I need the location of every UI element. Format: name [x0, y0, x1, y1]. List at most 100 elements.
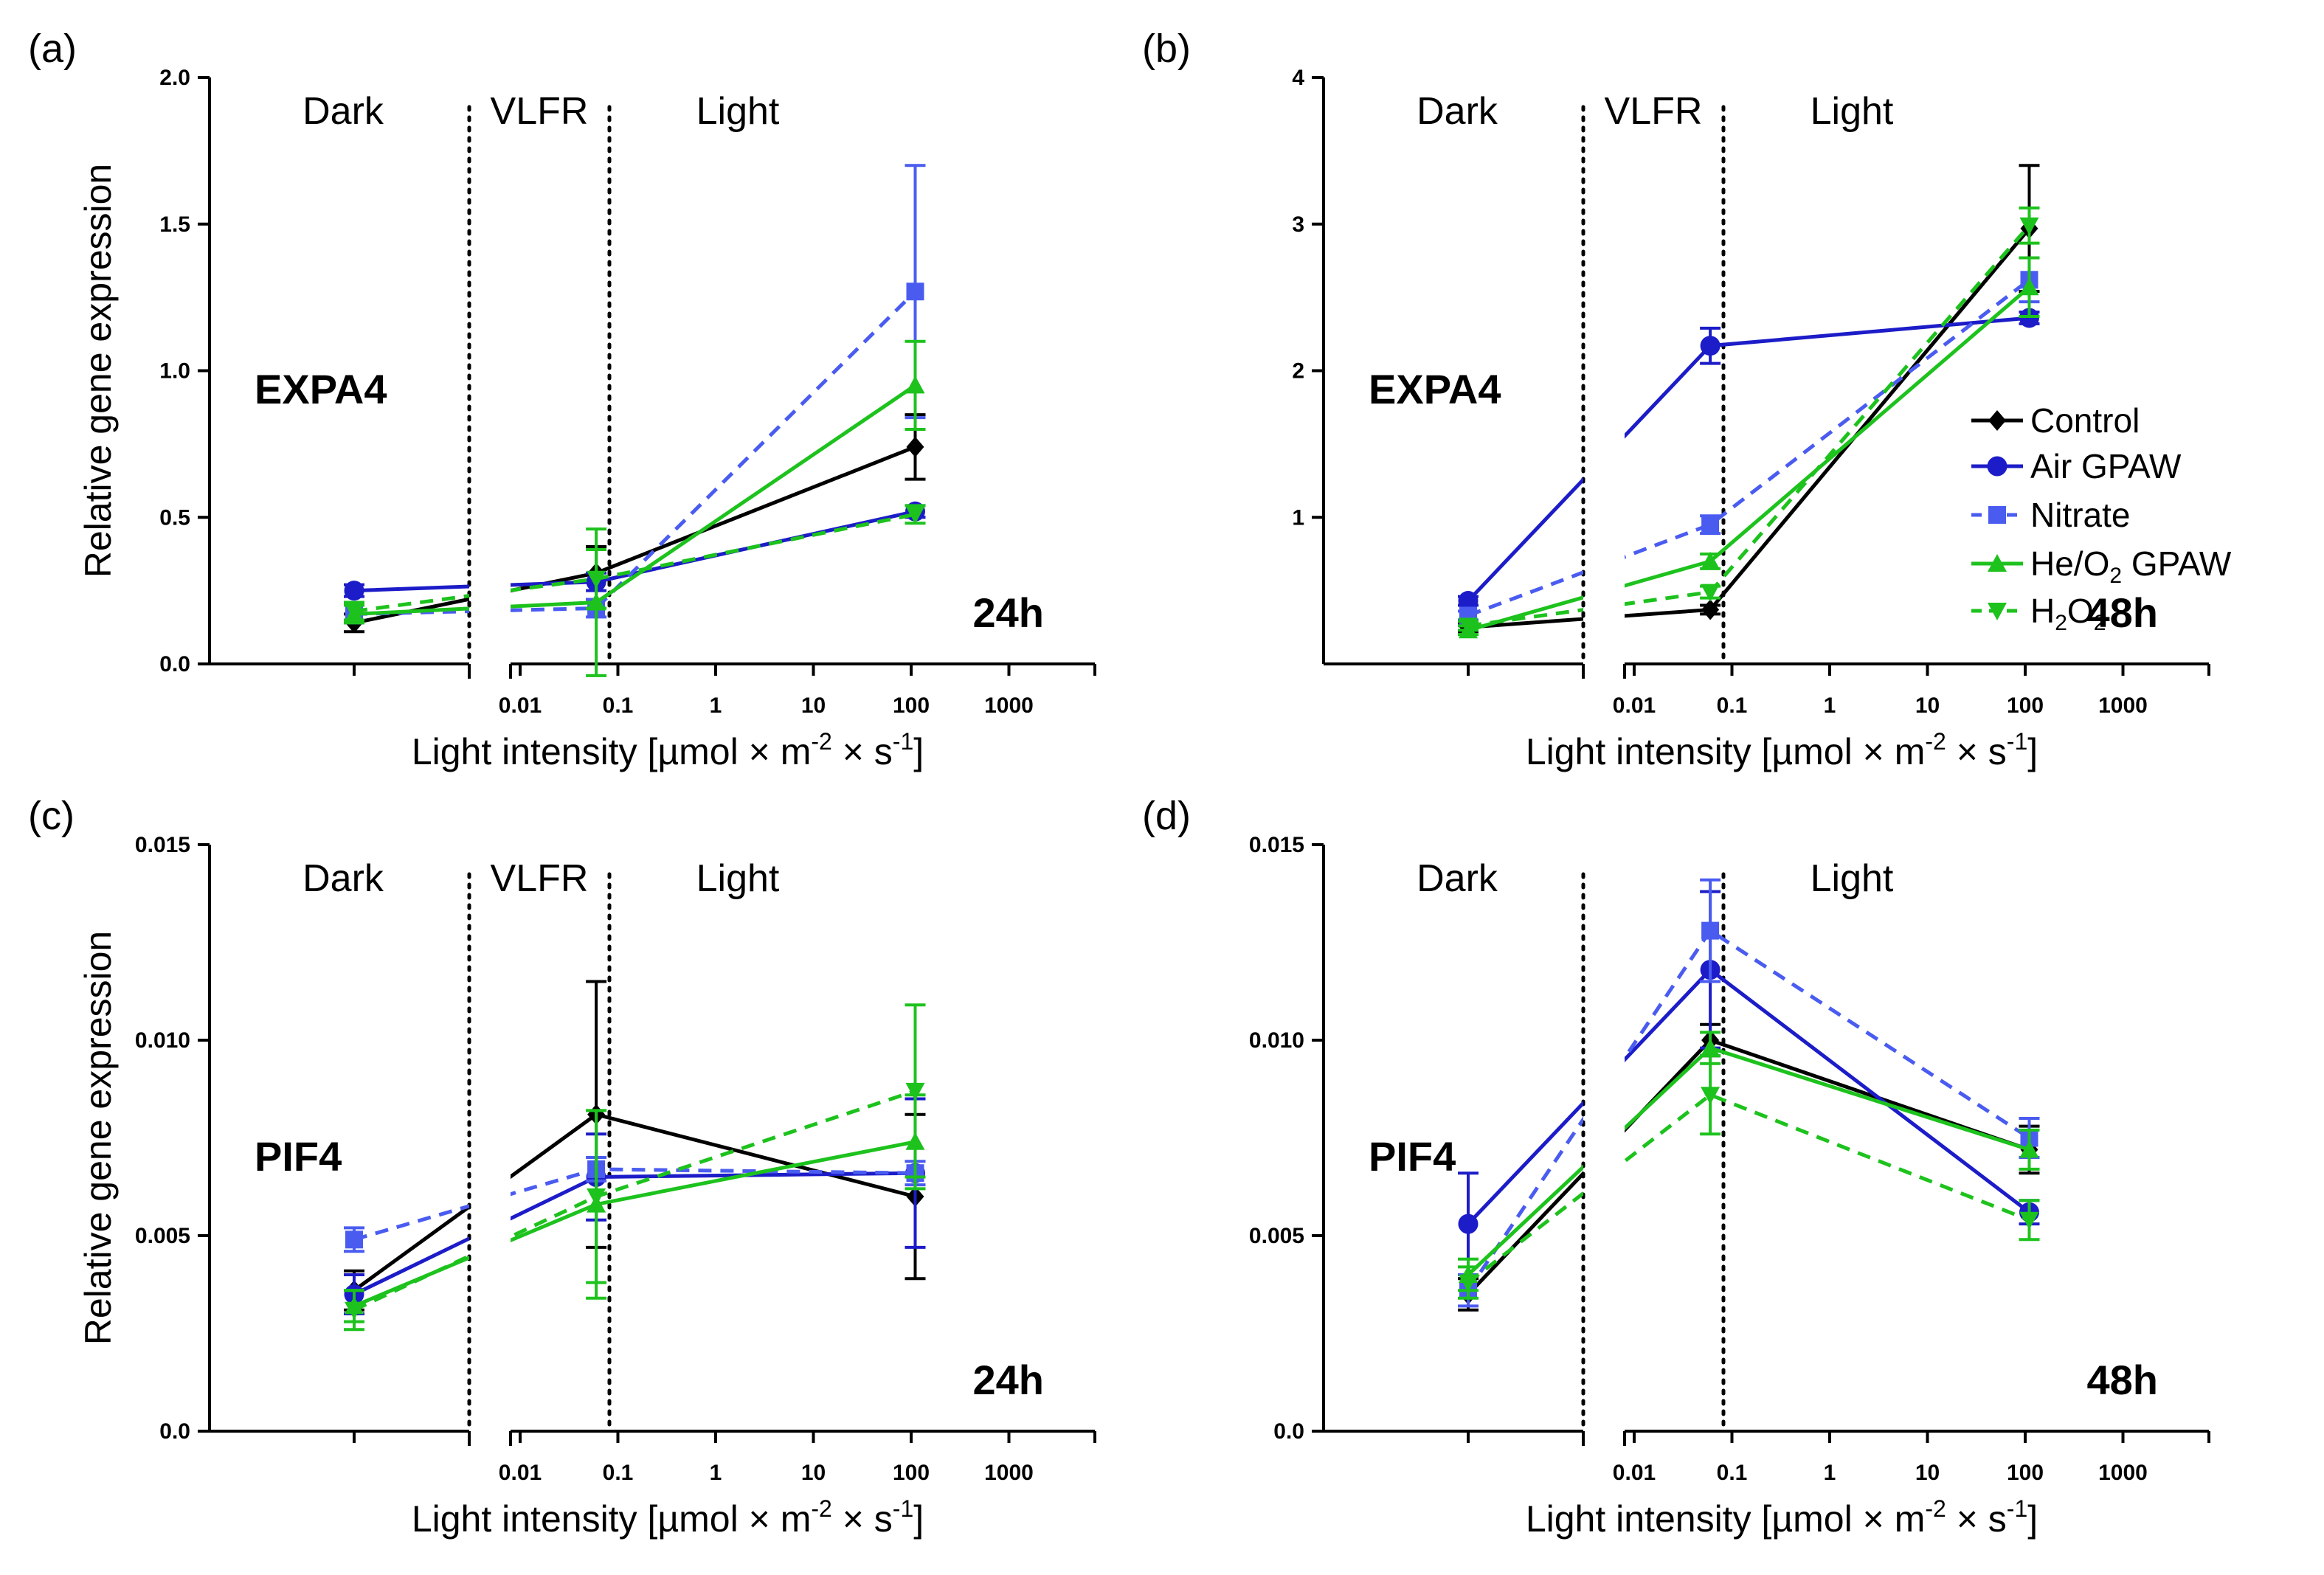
x-tick-label: 100 [2007, 693, 2044, 718]
data-point-air [344, 581, 364, 601]
region-label-vlfr: VLFR [491, 857, 589, 900]
series-h2o2 [1458, 1054, 2040, 1300]
series-line-air [353, 1171, 916, 1296]
series-line-nitrate [1466, 928, 2030, 1292]
series-line-he [353, 1140, 916, 1308]
time-label: 24h [973, 589, 1045, 636]
series-he [344, 339, 926, 677]
data-point-air [1458, 591, 1479, 612]
x-tick-label: 0.01 [1613, 693, 1656, 718]
gene-label: EXPA4 [1369, 366, 1501, 412]
x-label-sup: -1 [2007, 728, 2027, 755]
panel-label: (c) [28, 794, 75, 838]
series-nitrate [1458, 878, 2040, 1308]
legend-text: GPAW [2122, 544, 2232, 583]
series-nitrate [344, 164, 926, 625]
y-axis-label: Relative gene expression [77, 931, 119, 1345]
region-label-dark: Dark [302, 90, 384, 133]
y-tick-label: 2.0 [159, 66, 190, 90]
x-tick-label: 0.01 [499, 693, 542, 718]
data-point-he [2019, 277, 2039, 296]
legend-marker-he [1988, 554, 2007, 572]
x-axis-label: Light intensity [µmol × m-2 × s-1] [412, 728, 924, 772]
legend-label-control: Control [2030, 401, 2140, 440]
data-point-nitrate [1701, 921, 1720, 940]
legend-subscript: 2 [2055, 611, 2067, 635]
series-line-he [353, 384, 916, 616]
legend-marker-nitrate [1988, 506, 2006, 524]
x-label-main: Light intensity [µmol × m [412, 1498, 812, 1540]
region-label-light: Light [1811, 857, 1894, 900]
y-tick-label: 4 [1292, 66, 1304, 90]
x-tick-label: 100 [893, 1461, 930, 1485]
series-control [1458, 1022, 2040, 1312]
x-label-mid: × s [832, 731, 893, 772]
panel-label: (b) [1142, 27, 1191, 71]
legend-text: H [2030, 592, 2055, 630]
x-label-mid: × s [1946, 1498, 2007, 1540]
series-line-control [1467, 227, 2031, 629]
x-label-end: ] [913, 731, 924, 772]
legend-subscript: 2 [2109, 564, 2122, 588]
panel-label: (d) [1142, 794, 1191, 838]
legend-text: O [2067, 592, 2094, 630]
gene-label: PIF4 [1369, 1133, 1456, 1180]
x-tick-label: 0.1 [603, 693, 634, 718]
series-air [344, 1097, 926, 1315]
panel-label: (a) [28, 27, 77, 71]
series-he [1458, 256, 2040, 639]
series-h2o2 [344, 1003, 926, 1332]
data-point-he [1701, 1038, 1720, 1056]
legend-text: He/O [2030, 544, 2109, 583]
y-tick-label: 0.005 [1249, 1224, 1304, 1248]
legend-label-he: He/O2 GPAW [2030, 544, 2232, 588]
data-point-h2o2 [1701, 584, 1720, 602]
data-point-h2o2 [905, 1082, 925, 1101]
region-label-light: Light [1811, 90, 1894, 133]
x-tick-label: 1 [710, 693, 722, 718]
y-tick-label: 0.010 [135, 1028, 190, 1053]
x-label-sup: -1 [893, 728, 913, 755]
x-label-mid: × s [832, 1498, 893, 1540]
x-label-sup: -2 [1925, 1495, 1946, 1522]
y-tick-label: 3 [1292, 212, 1304, 237]
gene-label: EXPA4 [255, 366, 387, 412]
x-label-sup: -2 [811, 1495, 831, 1522]
x-tick-label: 0.01 [499, 1461, 542, 1485]
x-tick-label: 1 [1824, 693, 1836, 718]
legend-marker-control [1988, 410, 2006, 431]
y-tick-label: 0.015 [1249, 833, 1304, 857]
y-tick-label: 0.0 [159, 1419, 190, 1444]
x-tick-label: 1 [710, 1461, 722, 1485]
data-point-he [2019, 1140, 2039, 1158]
region-label-vlfr: VLFR [491, 90, 589, 133]
gene-label: PIF4 [255, 1133, 342, 1180]
data-point-h2o2 [345, 603, 364, 621]
x-label-end: ] [2027, 1498, 2038, 1540]
series-air [344, 501, 926, 601]
data-point-h2o2 [587, 570, 606, 589]
time-label: 48h [2087, 589, 2159, 636]
data-point-air [1458, 1214, 1479, 1234]
series-he [1458, 1031, 2040, 1292]
x-label-end: ] [2027, 731, 2038, 772]
series-nitrate [1458, 256, 2040, 625]
region-label-dark: Dark [1417, 90, 1498, 133]
x-label-sup: -2 [1925, 728, 1946, 755]
y-tick-label: 1 [1292, 505, 1304, 530]
series-line-h2o2 [1467, 1093, 2030, 1284]
legend-label-nitrate: Nitrate [2030, 496, 2130, 534]
x-tick-label: 100 [2007, 1461, 2044, 1485]
series-air [1458, 890, 2040, 1276]
x-axis-label: Light intensity [µmol × m-2 × s-1] [412, 1495, 924, 1540]
legend-marker-h2o2 [1988, 603, 2007, 620]
series-line-he [1467, 285, 2031, 632]
time-label: 48h [2087, 1357, 2159, 1403]
chart-panel-d: (d) 0.0 0.005 0.010 0.015 0.01 0.1 1 10 100 1000 Li… [1142, 794, 2210, 1540]
x-label-sup: -2 [811, 728, 831, 755]
region-label-light: Light [696, 90, 780, 133]
series-control [1458, 164, 2040, 638]
x-label-end: ] [913, 1498, 924, 1540]
y-tick-label: 2 [1292, 359, 1304, 384]
region-label-vlfr: VLFR [1605, 90, 1703, 133]
